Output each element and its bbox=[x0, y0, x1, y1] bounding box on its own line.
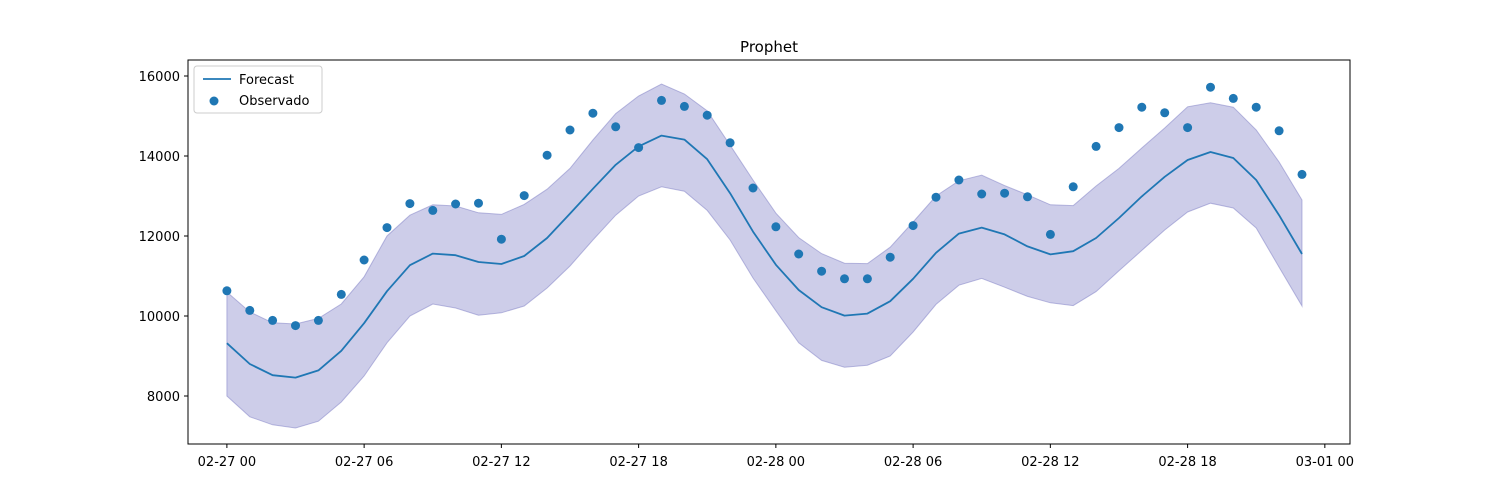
observed-point bbox=[496, 234, 506, 244]
observed-point bbox=[954, 175, 964, 185]
observed-point bbox=[817, 266, 827, 276]
observed-point bbox=[1045, 229, 1055, 239]
legend-observed-label: Observado bbox=[239, 94, 310, 109]
observed-point bbox=[1274, 126, 1284, 136]
x-tick-label: 02-27 00 bbox=[198, 455, 256, 470]
observed-point bbox=[451, 199, 461, 209]
legend-box bbox=[193, 65, 323, 114]
observed-point bbox=[268, 315, 278, 325]
observed-point bbox=[748, 183, 758, 193]
y-tick-label: 16000 bbox=[139, 70, 180, 85]
x-tick-label: 03-01 00 bbox=[1296, 455, 1354, 470]
observed-point bbox=[840, 274, 849, 284]
x-tick-label: 02-27 06 bbox=[335, 455, 393, 470]
observed-point bbox=[291, 321, 300, 331]
observed-point bbox=[428, 205, 438, 215]
observed-point bbox=[1068, 182, 1078, 192]
y-tick-label: 10000 bbox=[139, 310, 180, 325]
observed-point bbox=[611, 122, 621, 132]
observed-point bbox=[359, 255, 369, 265]
observed-point bbox=[1023, 192, 1032, 202]
observed-point bbox=[565, 125, 575, 135]
observed-point bbox=[245, 305, 255, 315]
confidence-band bbox=[226, 83, 1303, 429]
observed-point bbox=[977, 189, 987, 199]
observed-point bbox=[702, 110, 712, 120]
observed-point bbox=[1091, 141, 1101, 151]
observed-point bbox=[519, 191, 529, 201]
observed-point bbox=[542, 150, 552, 160]
observed-point bbox=[931, 192, 941, 202]
x-tick-label: 02-28 06 bbox=[884, 455, 942, 470]
x-tick-label: 02-27 18 bbox=[609, 455, 667, 470]
observed-point bbox=[1228, 93, 1238, 103]
axes-frame bbox=[187, 59, 1351, 445]
observed-point bbox=[588, 108, 598, 118]
legend-observed-swatch bbox=[209, 96, 219, 106]
legend-forecast-label: Forecast bbox=[239, 73, 294, 88]
observed-point bbox=[222, 286, 232, 296]
observed-point bbox=[336, 289, 346, 299]
observed-point bbox=[794, 249, 804, 259]
x-tick-label: 02-28 18 bbox=[1158, 455, 1216, 470]
observed-point bbox=[1137, 102, 1147, 112]
observed-point bbox=[313, 315, 323, 325]
plot-area: 8000 10000 12000 14000 16000 02-27 00 02-27 06… bbox=[139, 59, 1354, 470]
observed-point bbox=[771, 222, 781, 232]
observed-point bbox=[679, 101, 689, 111]
observed-point bbox=[1000, 188, 1010, 198]
y-tick-label: 14000 bbox=[139, 150, 180, 165]
x-tick-label: 02-28 00 bbox=[747, 455, 805, 470]
observed-point bbox=[885, 252, 895, 262]
observed-point bbox=[1160, 108, 1170, 118]
y-tick-label: 12000 bbox=[139, 230, 180, 245]
observed-point bbox=[1251, 102, 1261, 112]
y-tick-label: 8000 bbox=[147, 390, 180, 405]
observed-point bbox=[405, 199, 415, 209]
chart-title: Prophet bbox=[740, 38, 798, 56]
observed-point bbox=[862, 274, 872, 284]
observed-point bbox=[657, 95, 666, 105]
observed-point bbox=[908, 221, 918, 231]
x-tick-label: 02-28 12 bbox=[1021, 455, 1079, 470]
observed-point bbox=[1114, 123, 1124, 133]
observed-point bbox=[382, 223, 392, 233]
forecast-line bbox=[226, 134, 1303, 379]
observed-point bbox=[1297, 169, 1307, 179]
observed-point bbox=[634, 143, 644, 153]
observed-point bbox=[1206, 82, 1215, 92]
observed-point bbox=[1183, 123, 1193, 133]
observed-point bbox=[474, 198, 483, 208]
x-tick-label: 02-27 12 bbox=[472, 455, 530, 470]
observed-point bbox=[725, 138, 735, 148]
